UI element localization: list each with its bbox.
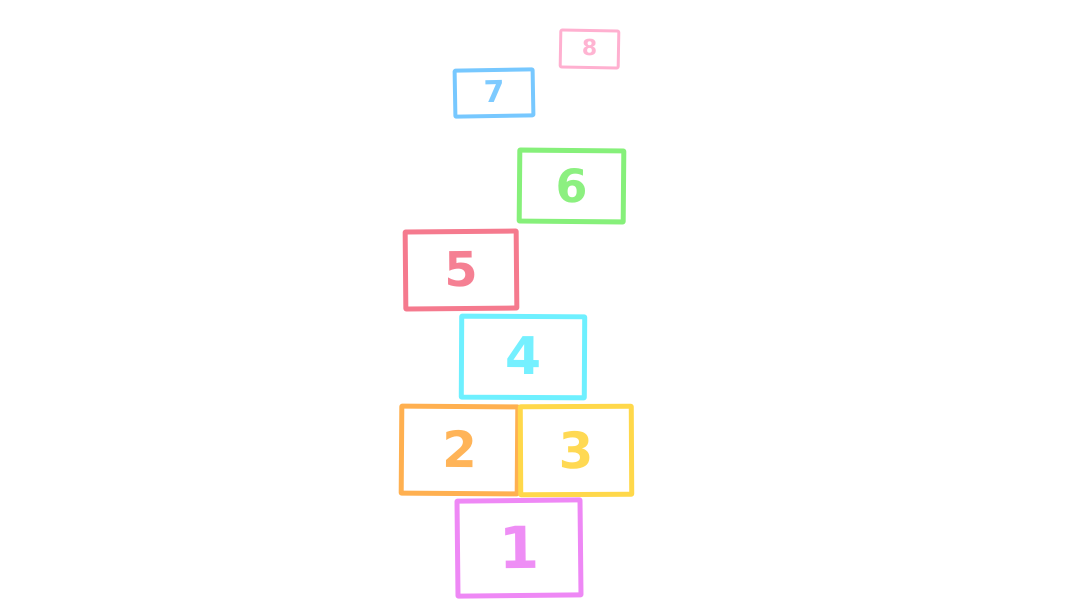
square-number-6: 6 — [555, 158, 588, 214]
hopscotch-square-8: 8 — [558, 28, 621, 70]
hopscotch-square-4: 4 — [458, 313, 588, 401]
square-number-3: 3 — [558, 421, 594, 480]
square-number-4: 4 — [504, 326, 542, 388]
square-number-7: 7 — [483, 74, 505, 111]
hopscotch-square-5: 5 — [402, 228, 520, 312]
hopscotch-square-7: 7 — [452, 67, 536, 119]
square-number-1: 1 — [498, 513, 540, 583]
square-number-2: 2 — [441, 420, 478, 480]
hopscotch-square-6: 6 — [516, 147, 627, 225]
hopscotch-square-1: 1 — [454, 497, 584, 599]
hopscotch-square-3: 3 — [517, 403, 635, 498]
square-number-5: 5 — [444, 241, 478, 299]
hopscotch-square-2: 2 — [398, 403, 521, 497]
square-number-8: 8 — [581, 35, 598, 62]
